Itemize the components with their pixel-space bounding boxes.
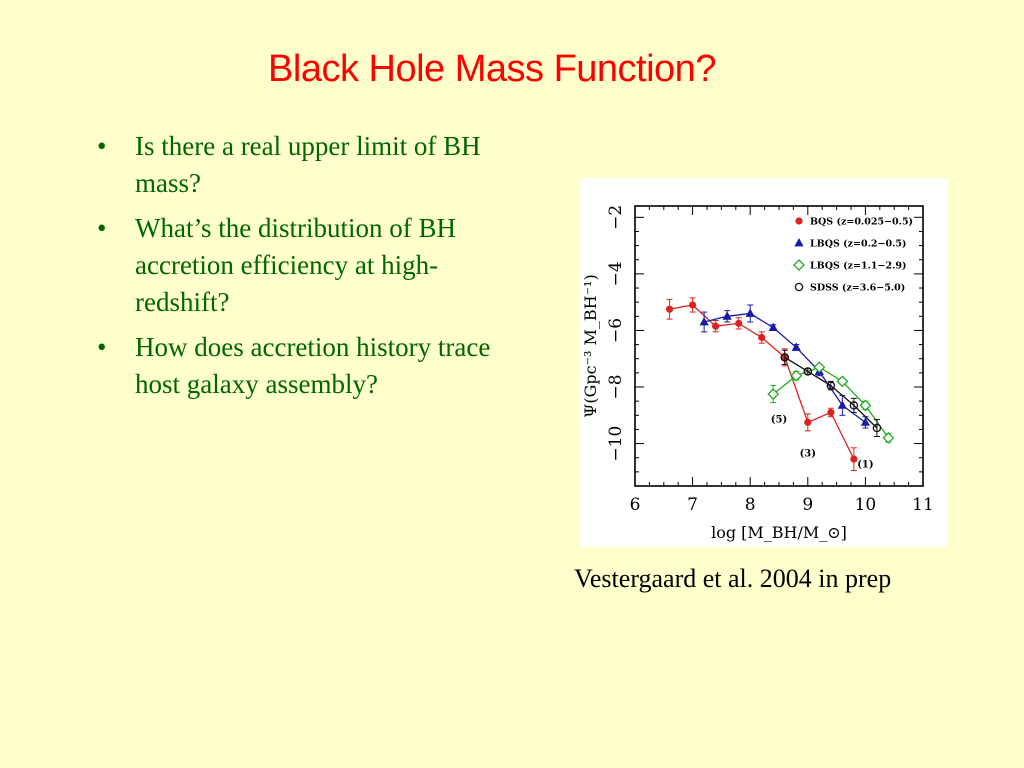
data-point <box>780 353 790 362</box>
data-point <box>813 361 826 374</box>
legend-marker <box>794 238 804 247</box>
bullet-text: Is there a real upper limit of BH mass? <box>135 131 481 198</box>
data-point <box>758 333 766 342</box>
bullet-dot-icon: • <box>97 213 107 243</box>
data-point <box>859 399 872 412</box>
series-line <box>703 312 866 423</box>
bullet-list: • Is there a real upper limit of BH mass?… <box>95 128 505 411</box>
data-point <box>767 388 780 401</box>
legend-marker <box>793 259 805 271</box>
data-point <box>872 423 882 433</box>
legend-marker <box>795 217 803 225</box>
data-point <box>699 316 709 326</box>
bullet-dot-icon: • <box>97 332 107 362</box>
annotation-label: (5) <box>771 414 787 425</box>
y-tick-label: −8 <box>606 374 626 399</box>
bullet-item: • How does accretion history trace host g… <box>95 329 505 403</box>
data-point <box>768 322 778 332</box>
x-tick-label: 10 <box>855 495 877 515</box>
data-point <box>712 322 720 330</box>
data-point <box>882 431 895 444</box>
mass-function-chart: 6 7 8 9 10 11 −2 −4 −6 −8 −10 log [M_BH/M_⊙] Ψ(Gpc⁻³… <box>581 205 934 542</box>
x-axis-label: log [M_BH/M_⊙] <box>711 523 847 542</box>
data-point <box>836 375 849 388</box>
bullet-item: • What’s the distribution of BH accretion… <box>95 210 505 321</box>
series-line <box>772 366 889 439</box>
data-point <box>790 369 803 382</box>
bullet-dot-icon: • <box>97 131 107 161</box>
legend-marker <box>794 282 804 292</box>
annotation-label: (1) <box>857 460 873 471</box>
x-tick-label: 11 <box>912 495 934 515</box>
x-tick-label: 7 <box>687 495 698 515</box>
data-point <box>837 400 847 409</box>
y-axis-label: Ψ(Gpc⁻³ M_BH⁻¹) <box>581 274 600 417</box>
y-tick-label: −6 <box>606 318 626 343</box>
data-point <box>860 417 870 426</box>
slide-title: Black Hole Mass Function? <box>268 48 716 90</box>
y-tick-label: −4 <box>606 261 626 286</box>
data-point <box>745 308 755 317</box>
data-point <box>665 305 674 313</box>
annotation-label: (3) <box>800 448 816 459</box>
data-point <box>849 401 859 410</box>
x-tick-label: 9 <box>802 495 813 515</box>
data-point <box>803 367 813 376</box>
data-point <box>826 381 836 390</box>
y-tick-label: −10 <box>606 426 626 462</box>
mass-function-figure: 6 7 8 9 10 11 −2 −4 −6 −8 −10 log [M_BH/M_⊙] Ψ(Gpc⁻³… <box>579 178 948 547</box>
legend-label: BQS (z=0.025−0.5) <box>810 217 913 228</box>
data-point <box>689 301 697 309</box>
bullet-item: • Is there a real upper limit of BH mass? <box>95 128 505 202</box>
y-tick-label: −2 <box>606 205 626 230</box>
data-point <box>827 408 835 417</box>
x-tick-label: 8 <box>745 495 756 515</box>
series-line <box>784 356 878 429</box>
x-tick-label: 6 <box>630 495 641 515</box>
figure-caption: Vestergaard et al. 2004 in prep <box>574 564 892 593</box>
bullet-text: What’s the distribution of BH accretion … <box>135 213 456 317</box>
data-point <box>850 455 858 463</box>
legend-label: LBQS (z=0.2−0.5) <box>810 239 907 250</box>
data-point <box>804 418 812 426</box>
data-point <box>735 319 743 327</box>
legend-label: SDSS (z=3.6−5.0) <box>810 283 905 294</box>
data-point <box>791 342 801 351</box>
data-point <box>722 311 732 320</box>
bullet-text: How does accretion history trace host ga… <box>135 332 491 399</box>
legend-label: LBQS (z=1.1−2.9) <box>810 261 907 272</box>
